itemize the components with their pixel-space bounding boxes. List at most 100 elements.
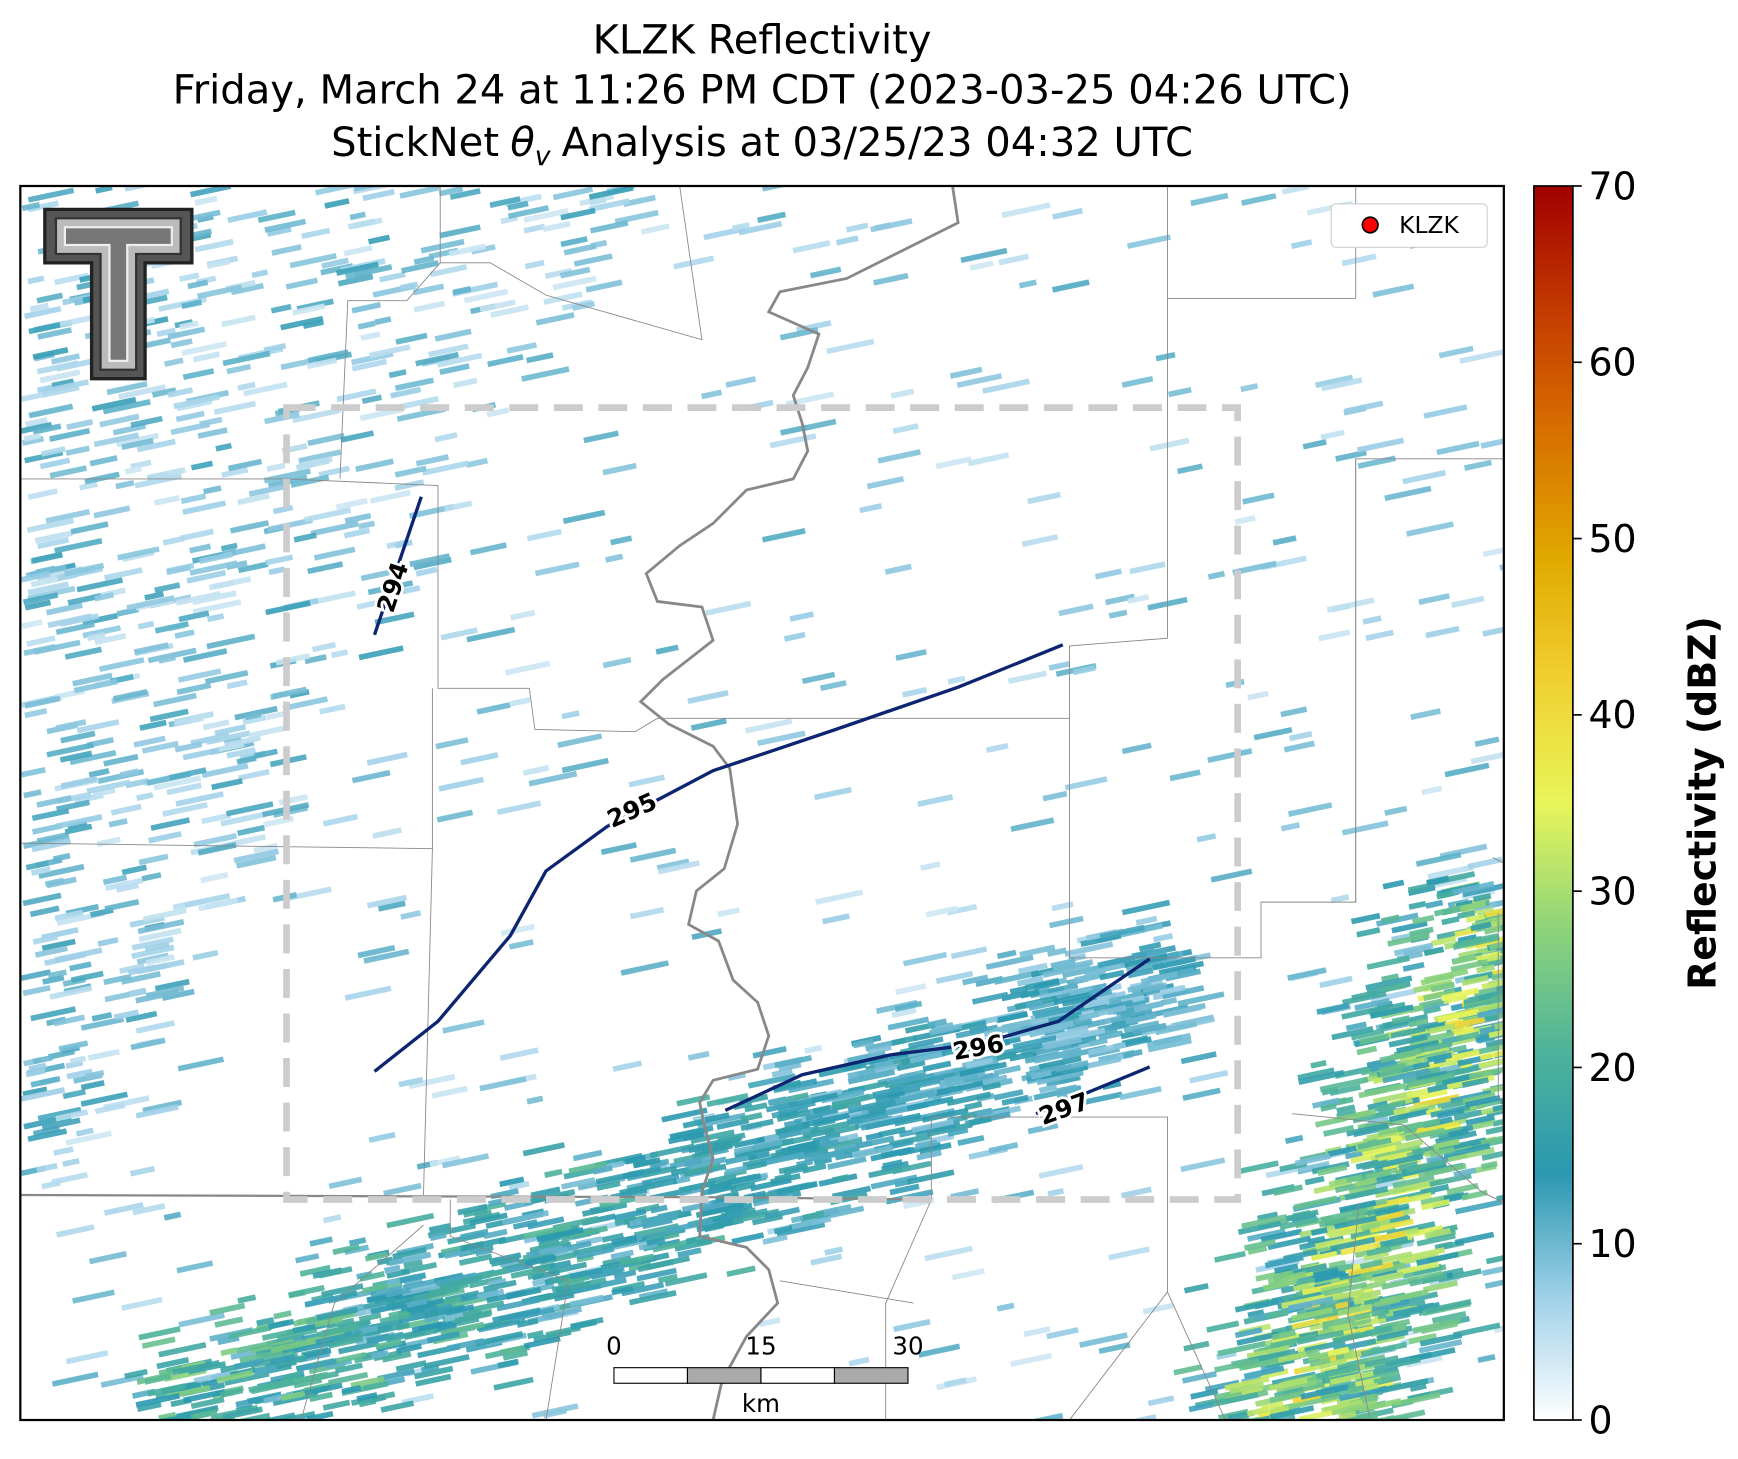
echo — [704, 1112, 730, 1123]
echo — [436, 809, 474, 823]
echo — [292, 407, 341, 424]
echo — [852, 1038, 874, 1049]
echo — [358, 1312, 382, 1323]
echo — [121, 864, 148, 876]
echo — [929, 1023, 962, 1036]
echo — [1293, 1432, 1342, 1448]
echo — [413, 255, 435, 265]
echo — [925, 905, 958, 918]
echo — [182, 368, 215, 381]
echo — [893, 1318, 931, 1333]
echo — [1162, 1004, 1202, 1018]
echo — [497, 1358, 519, 1369]
echo — [93, 505, 131, 519]
echo — [642, 1165, 678, 1178]
echo — [366, 894, 408, 909]
echo — [1098, 1342, 1131, 1355]
echo — [1167, 386, 1192, 398]
echo — [499, 1176, 525, 1188]
echo — [49, 427, 91, 442]
echo — [1296, 1329, 1344, 1345]
echo — [1463, 459, 1492, 471]
echo — [522, 1142, 565, 1157]
echo — [376, 1256, 394, 1266]
echo — [1374, 1186, 1406, 1199]
echo — [982, 378, 1030, 394]
echo — [524, 259, 545, 270]
echo — [810, 1092, 839, 1104]
echo — [1465, 1114, 1495, 1126]
echo — [847, 1067, 876, 1079]
echo — [170, 338, 193, 349]
echo — [434, 432, 458, 443]
echo — [1108, 609, 1128, 619]
echo — [1158, 960, 1205, 976]
echo — [1318, 1216, 1349, 1228]
echo — [151, 387, 177, 398]
echo — [75, 1127, 94, 1137]
echo — [350, 1391, 396, 1406]
echo — [619, 1253, 655, 1267]
echo — [1395, 1391, 1441, 1407]
echo — [1018, 279, 1037, 289]
echo — [1119, 1086, 1162, 1101]
colorbar — [1533, 185, 1574, 1421]
echo — [559, 266, 591, 279]
echo — [1310, 1059, 1327, 1069]
echo — [694, 1142, 733, 1157]
echo — [197, 427, 228, 439]
echo — [1360, 1262, 1407, 1278]
echo — [614, 1216, 637, 1227]
echo — [636, 1267, 677, 1282]
echo — [742, 1160, 768, 1172]
echo — [166, 782, 202, 796]
echo — [318, 465, 350, 478]
echo — [657, 1273, 678, 1284]
echo — [1334, 1410, 1378, 1421]
echo — [335, 261, 379, 276]
echo — [289, 253, 337, 269]
echo — [891, 1007, 917, 1018]
echo — [652, 1178, 678, 1189]
echo — [1481, 978, 1504, 990]
echo — [944, 1377, 967, 1388]
echo — [853, 1144, 894, 1159]
colorbar-tick-label: 10 — [1588, 1222, 1636, 1266]
echo — [1486, 1104, 1504, 1118]
echo — [953, 1019, 987, 1033]
echo — [1190, 192, 1229, 207]
echo — [135, 1104, 179, 1119]
echo — [1450, 1024, 1475, 1036]
echo — [426, 1331, 461, 1344]
echo — [1010, 1352, 1053, 1367]
echo — [1253, 726, 1293, 741]
echo — [309, 1391, 333, 1402]
echo — [248, 724, 291, 739]
echo — [1162, 985, 1205, 1000]
echo — [1485, 1119, 1504, 1136]
echo — [412, 283, 445, 296]
echo — [499, 1047, 539, 1061]
echo — [72, 1289, 115, 1304]
echo — [324, 198, 350, 209]
echo — [254, 1364, 277, 1375]
echo — [744, 1102, 768, 1113]
echo — [1032, 1412, 1064, 1421]
echo — [92, 787, 116, 798]
echo — [309, 1236, 333, 1247]
echo — [370, 1350, 389, 1360]
echo — [523, 223, 546, 234]
echo — [1135, 915, 1158, 926]
echo — [891, 1160, 932, 1175]
echo — [918, 1343, 961, 1358]
echo — [436, 352, 483, 368]
echo — [1347, 1261, 1394, 1277]
echo — [1381, 982, 1407, 994]
echo — [1334, 1215, 1377, 1230]
echo — [1303, 1448, 1339, 1459]
echo — [206, 613, 225, 623]
echo — [1268, 1377, 1308, 1391]
echo — [529, 1289, 574, 1304]
echo — [824, 1246, 844, 1256]
echo — [1480, 436, 1504, 449]
